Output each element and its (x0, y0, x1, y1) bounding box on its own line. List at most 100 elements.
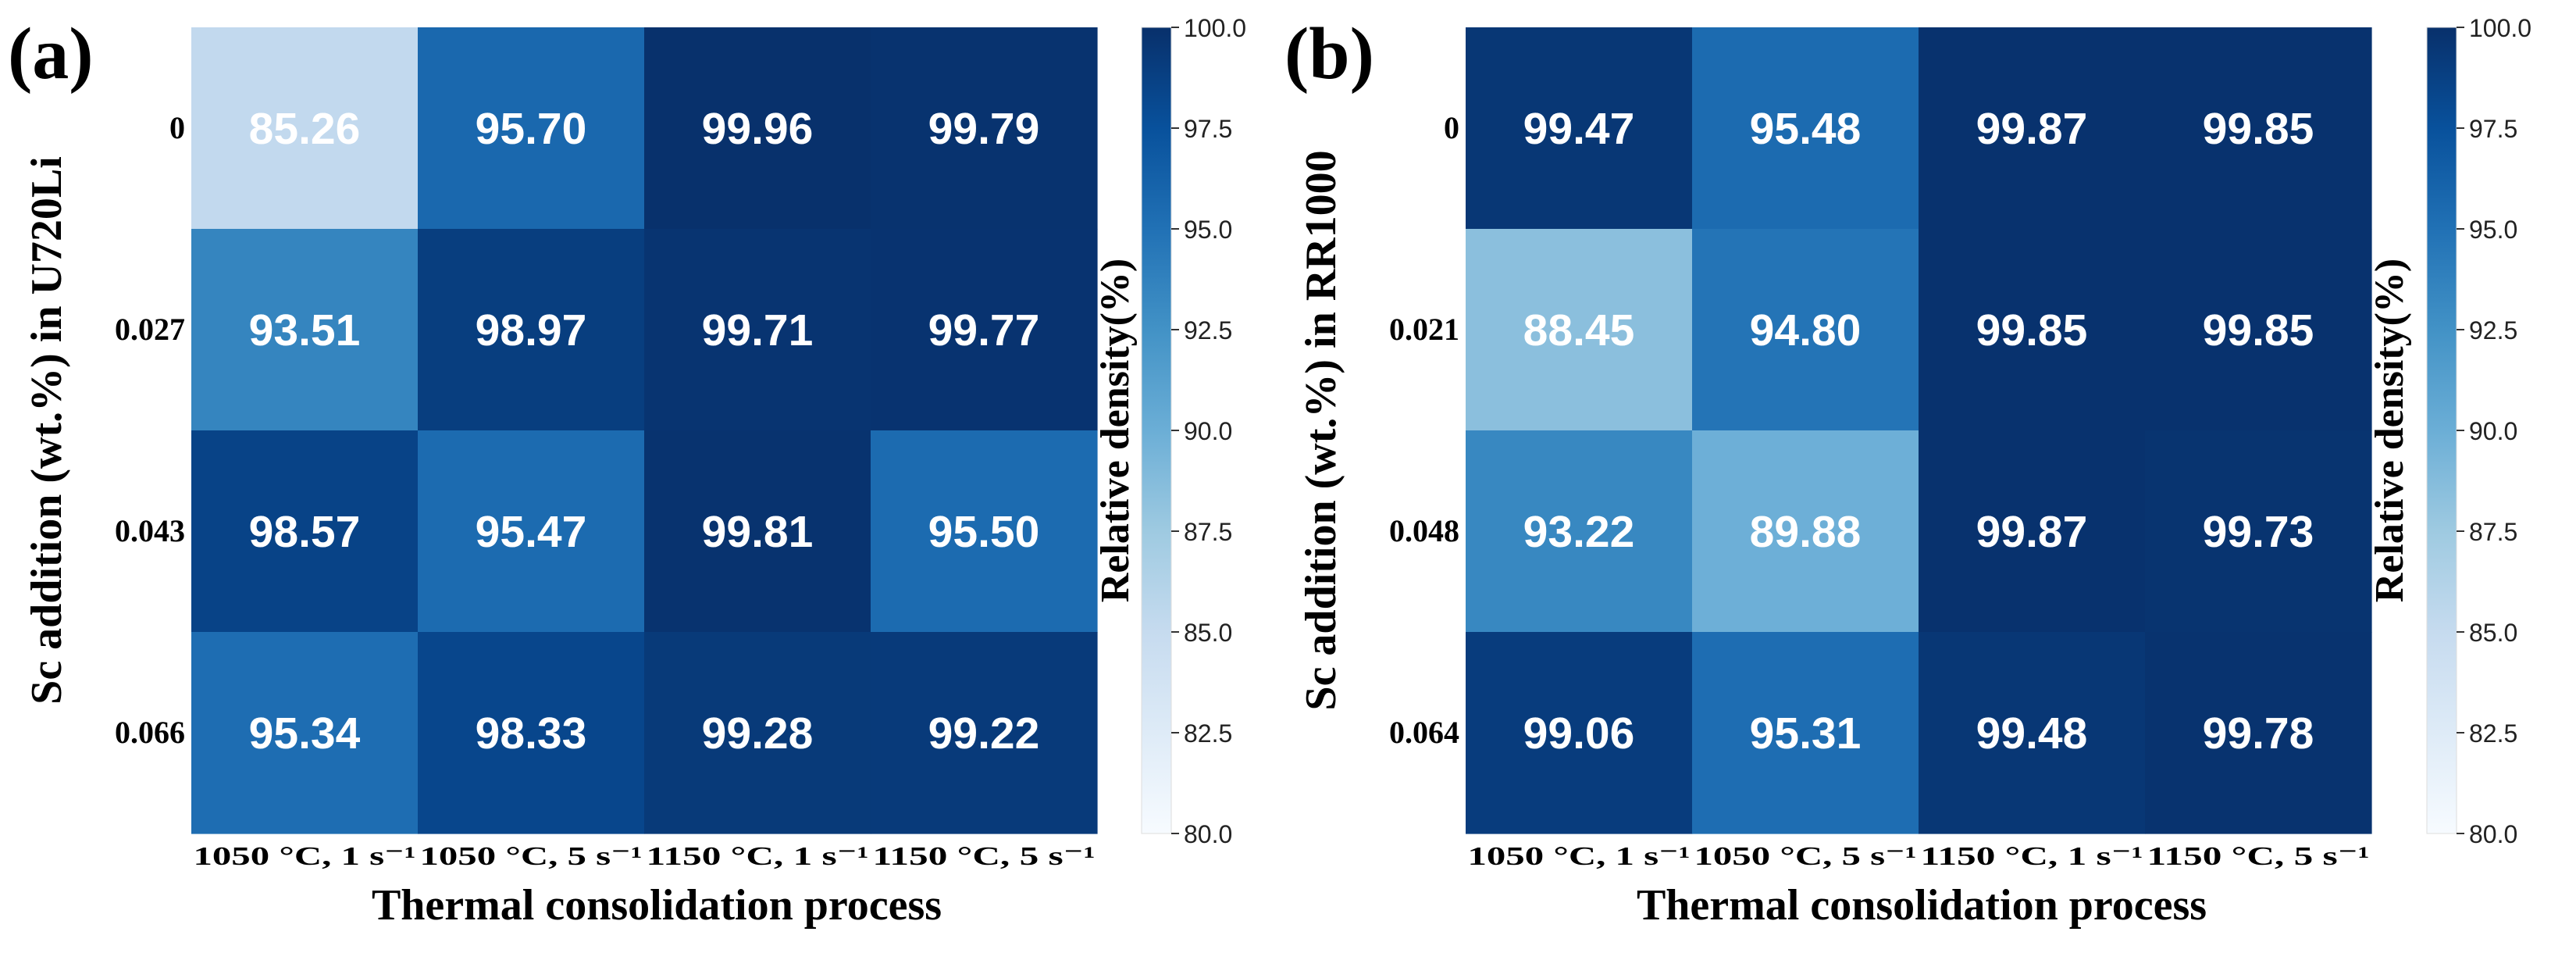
colorbar-tick-label: 85.0 (1184, 619, 1232, 647)
panel-b: 99.47 95.48 99.87 99.85 88.45 94.80 99.85 99.85… (1284, 13, 2531, 930)
heatmap-cell (644, 27, 871, 230)
x-tick-label: 1050 °C, 1 s⁻¹ (194, 842, 416, 871)
panel-label: (b) (1284, 13, 1374, 95)
cell-value-label: 99.78 (2203, 709, 2314, 758)
cell-value-label: 88.45 (1523, 305, 1635, 355)
y-tick-label: 0 (169, 110, 185, 145)
cell-value-label: 95.70 (476, 104, 587, 154)
heatmap-cell (1692, 430, 1919, 633)
heatmap-cell (1692, 27, 1919, 230)
cell-value-label: 99.47 (1523, 104, 1635, 154)
y-tick-label: 0.064 (1389, 715, 1459, 750)
colorbar-tick-label: 97.5 (2469, 115, 2517, 143)
colorbar-tick-label: 87.5 (2469, 518, 2517, 546)
heatmap-cell (1466, 27, 1693, 230)
heatmap-cell (191, 430, 419, 633)
colorbar-tick-label: 95.0 (1184, 216, 1232, 244)
colorbar-tick-label: 92.5 (1184, 316, 1232, 344)
heatmap-cell (1919, 632, 2146, 834)
colorbar (2427, 27, 2457, 833)
heatmap-cell (2145, 27, 2372, 230)
cell-value-label: 99.77 (928, 305, 1040, 355)
heatmap-cell (1466, 632, 1693, 834)
heatmap-cell (418, 632, 645, 834)
colorbar-tick-label: 87.5 (1184, 518, 1232, 546)
heatmap-cell (191, 27, 419, 230)
cell-value-label: 99.79 (928, 104, 1040, 154)
cell-value-label: 94.80 (1750, 305, 1862, 355)
cell-value-label: 99.96 (702, 104, 814, 154)
heatmap-cell (871, 430, 1098, 633)
cell-value-label: 95.47 (476, 507, 587, 557)
y-tick-label: 0.048 (1389, 513, 1459, 548)
x-tick-label: 1150 °C, 5 s⁻¹ (2147, 842, 2370, 871)
panel-label: (a) (8, 13, 94, 95)
cell-value-label: 85.26 (249, 104, 361, 154)
cell-value-label: 99.48 (1976, 709, 2088, 758)
colorbar-tick-label: 100.0 (1184, 14, 1246, 42)
heatmap-cell (871, 27, 1098, 230)
heatmap-cell (191, 229, 419, 431)
x-tick-label: 1050 °C, 5 s⁻¹ (1694, 842, 1917, 871)
heatmap-cell (418, 229, 645, 431)
heatmap-cell (418, 430, 645, 633)
cell-value-label: 93.51 (249, 305, 361, 355)
cell-value-label: 99.81 (702, 507, 814, 557)
cell-value-label: 89.88 (1750, 507, 1862, 557)
colorbar-tick-label: 97.5 (1184, 115, 1232, 143)
y-tick-label: 0.027 (115, 312, 185, 347)
x-tick-label: 1050 °C, 1 s⁻¹ (1468, 842, 1691, 871)
cell-value-label: 95.34 (249, 709, 361, 758)
colorbar-tick-label: 85.0 (2469, 619, 2517, 647)
cell-value-label: 99.85 (1976, 305, 2088, 355)
y-tick-label: 0 (1444, 110, 1459, 145)
cell-value-label: 99.85 (2203, 305, 2314, 355)
cell-value-label: 99.85 (2203, 104, 2314, 154)
cell-value-label: 98.97 (476, 305, 587, 355)
x-tick-label: 1150 °C, 1 s⁻¹ (1921, 842, 2143, 871)
heatmap-cell (2145, 632, 2372, 834)
x-tick-label: 1050 °C, 5 s⁻¹ (420, 842, 643, 871)
panel-a: 85.26 95.70 99.96 99.79 93.51 98.97 99.71 99.77… (8, 13, 1246, 930)
heatmap-cell (871, 632, 1098, 834)
colorbar (1142, 27, 1171, 833)
heatmap-cell (1919, 27, 2146, 230)
cell-value-label: 98.57 (249, 507, 361, 557)
cell-value-label: 99.28 (702, 709, 814, 758)
heatmap-cell (2145, 430, 2372, 633)
colorbar-tick-label: 100.0 (2469, 14, 2531, 42)
cell-value-label: 95.48 (1750, 104, 1862, 154)
cell-value-label: 95.31 (1750, 709, 1862, 758)
cell-value-label: 99.71 (702, 305, 814, 355)
colorbar-tick-label: 80.0 (2469, 820, 2517, 848)
y-tick-label: 0.066 (115, 715, 185, 750)
y-axis-label: Sc addition (wt.%) in RR1000 (1297, 150, 1345, 710)
colorbar-tick-label: 90.0 (1184, 417, 1232, 445)
cell-value-label: 93.22 (1523, 507, 1635, 557)
cell-value-label: 99.06 (1523, 709, 1635, 758)
cell-value-label: 99.73 (2203, 507, 2314, 557)
heatmap-cell (1692, 229, 1919, 431)
y-tick-label: 0.021 (1389, 312, 1459, 347)
cell-value-label: 98.33 (476, 709, 587, 758)
y-tick-label: 0.043 (115, 513, 185, 548)
heatmap-cell (191, 632, 419, 834)
heatmap-cell (1466, 229, 1693, 431)
colorbar-tick-label: 82.5 (2469, 719, 2517, 748)
heatmap-cell (644, 632, 871, 834)
x-tick-label: 1150 °C, 1 s⁻¹ (647, 842, 869, 871)
colorbar-tick-label: 90.0 (2469, 417, 2517, 445)
heatmap-cell (644, 430, 871, 633)
x-axis-label: Thermal consolidation process (372, 881, 942, 930)
heatmap-cell (644, 229, 871, 431)
heatmap-cell (1919, 430, 2146, 633)
heatmap-cell (1692, 632, 1919, 834)
colorbar-tick-label: 82.5 (1184, 719, 1232, 748)
colorbar-label: Relative density(%) (2368, 259, 2412, 602)
heatmap-cell (2145, 229, 2372, 431)
cell-value-label: 99.22 (928, 709, 1040, 758)
x-tick-label: 1150 °C, 5 s⁻¹ (873, 842, 1096, 871)
x-axis-label: Thermal consolidation process (1637, 881, 2207, 930)
